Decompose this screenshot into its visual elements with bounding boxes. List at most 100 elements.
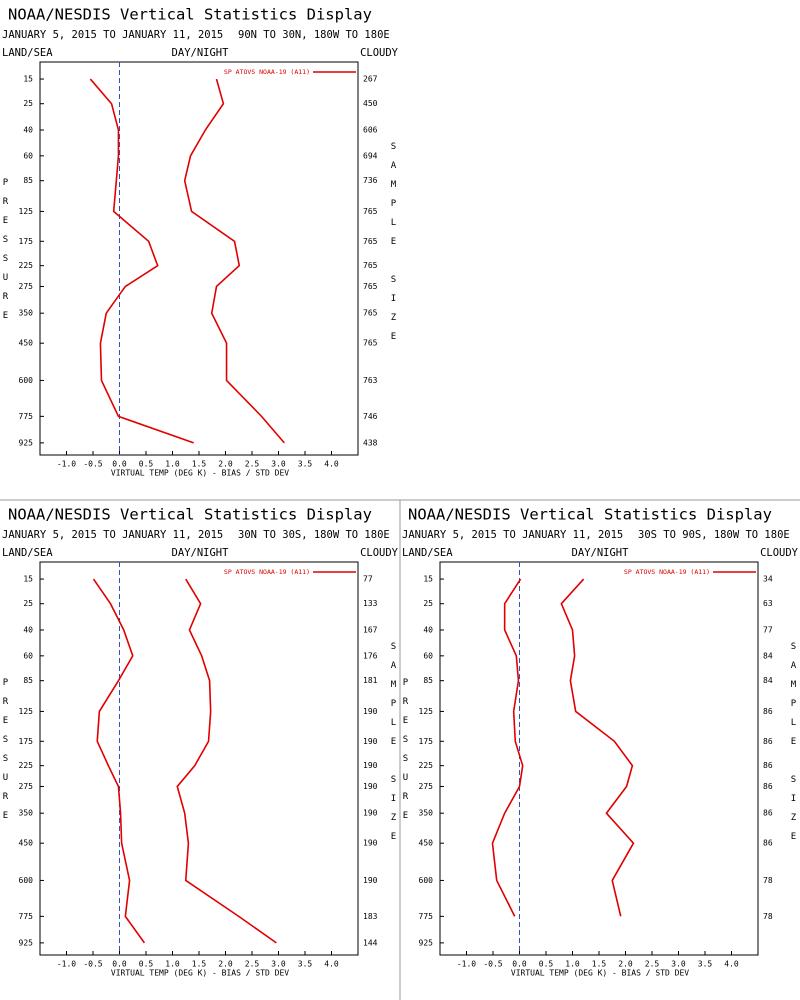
profile-line <box>491 578 524 917</box>
y-tick-label: 275 <box>19 282 34 291</box>
sample-size: 450 <box>363 99 378 108</box>
sample-size: 267 <box>363 75 378 84</box>
x-tick-label: -1.0 <box>57 960 76 969</box>
region: 30S TO 90S, 180W TO 180E <box>638 529 790 541</box>
y-tick-label: 85 <box>23 176 33 185</box>
sample-size: 84 <box>763 651 773 660</box>
sample-size: 765 <box>363 282 378 291</box>
day-night: DAY/NIGHT <box>572 547 630 559</box>
y-tick-label: 225 <box>19 261 34 270</box>
date-range: JANUARY 5, 2015 TO JANUARY 11, 2015 <box>2 29 223 41</box>
date-range: JANUARY 5, 2015 TO JANUARY 11, 2015 <box>402 529 623 541</box>
sample-size: 86 <box>763 809 773 818</box>
x-tick-label: 0.5 <box>539 960 554 969</box>
y-tick-label: 450 <box>419 839 434 848</box>
y-tick-label: 350 <box>19 309 34 318</box>
sample-size: 746 <box>363 412 378 421</box>
y-tick-label: 350 <box>419 809 434 818</box>
sample-size: 86 <box>763 707 773 716</box>
sample-size: 190 <box>363 782 378 791</box>
x-tick-label: 0.0 <box>112 960 127 969</box>
x-tick-label: 3.0 <box>271 460 286 469</box>
y-tick-label: 175 <box>19 237 34 246</box>
y-tick-label: 450 <box>19 839 34 848</box>
cloudy: CLOUDY <box>760 547 799 559</box>
y-tick-label: 15 <box>23 75 33 84</box>
sample-size: 77 <box>363 575 373 584</box>
legend-label: SP ATOVS NOAA-19 (A11) <box>224 68 310 76</box>
sample-size: 78 <box>763 912 773 921</box>
y-tick-label: 40 <box>23 125 33 134</box>
sample-size: 190 <box>363 707 378 716</box>
y-tick-label: 275 <box>19 782 34 791</box>
y-tick-label: 25 <box>23 599 33 608</box>
sample-size: 86 <box>763 782 773 791</box>
y-tick-label: 175 <box>419 737 434 746</box>
y-tick-label: 85 <box>423 676 433 685</box>
sample-size: 34 <box>763 575 773 584</box>
x-tick-label: -1.0 <box>457 960 476 969</box>
y-axis-label: PRESSURE <box>1 678 11 830</box>
sample-size: 86 <box>763 737 773 746</box>
sample-size: 133 <box>363 599 378 608</box>
y-tick-label: 225 <box>19 761 34 770</box>
y-tick-label: 60 <box>23 651 33 660</box>
x-tick-label: 2.0 <box>218 460 233 469</box>
y2-axis-label: SAMPLE SIZE <box>389 142 399 351</box>
panel-title: NOAA/NESDIS Vertical Statistics Display <box>8 506 372 524</box>
sample-size: 86 <box>763 761 773 770</box>
x-tick-label: 0.0 <box>112 460 127 469</box>
plot-frame <box>39 61 359 456</box>
x-tick-label: 3.5 <box>298 460 313 469</box>
x-tick-label: 2.0 <box>618 960 633 969</box>
legend-label: SP ATOVS NOAA-19 (A11) <box>624 568 710 576</box>
y-tick-label: 125 <box>19 707 34 716</box>
y-tick-label: 85 <box>23 676 33 685</box>
cloudy: CLOUDY <box>360 547 399 559</box>
y-tick-label: 450 <box>19 339 34 348</box>
sample-size: 765 <box>363 339 378 348</box>
x-tick-label: 0.5 <box>139 960 154 969</box>
x-tick-label: 4.0 <box>724 960 739 969</box>
region: 90N TO 30N, 180W TO 180E <box>238 29 390 41</box>
sample-size: 765 <box>363 309 378 318</box>
y-tick-label: 60 <box>423 651 433 660</box>
y-tick-label: 350 <box>19 809 34 818</box>
land-sea: LAND/SEA <box>2 547 53 559</box>
y-tick-label: 40 <box>423 625 433 634</box>
profile-line <box>560 578 635 917</box>
y-axis-label: PRESSURE <box>1 178 11 330</box>
x-tick-label: 2.5 <box>645 960 660 969</box>
sample-size: 181 <box>363 676 378 685</box>
y-tick-label: 925 <box>19 938 34 947</box>
land-sea: LAND/SEA <box>2 47 53 59</box>
y-tick-label: 775 <box>19 912 34 921</box>
y-tick-label: 775 <box>19 412 34 421</box>
sample-size: 78 <box>763 876 773 885</box>
y-tick-label: 15 <box>423 575 433 584</box>
x-tick-label: -0.5 <box>83 460 102 469</box>
x-tick-label: -0.5 <box>83 960 102 969</box>
sample-size: 736 <box>363 176 378 185</box>
plot-frame <box>439 561 759 956</box>
sample-size: 765 <box>363 261 378 270</box>
sample-size: 190 <box>363 809 378 818</box>
y-tick-label: 15 <box>23 575 33 584</box>
date-range: JANUARY 5, 2015 TO JANUARY 11, 2015 <box>2 529 223 541</box>
profile-line <box>183 78 285 444</box>
y-tick-label: 600 <box>19 876 34 885</box>
y2-axis-label: SAMPLE SIZE <box>389 642 399 851</box>
x-tick-label: 1.5 <box>592 960 607 969</box>
x-tick-label: -1.0 <box>57 460 76 469</box>
y-axis-label: PRESSURE <box>401 678 411 830</box>
x-axis-label: VIRTUAL TEMP (DEG K) - BIAS / STD DEV <box>511 969 689 978</box>
y2-axis-label: SAMPLE SIZE <box>789 642 799 851</box>
day-night: DAY/NIGHT <box>172 47 230 59</box>
profile-line <box>92 578 146 944</box>
x-tick-label: 3.0 <box>271 960 286 969</box>
x-tick-label: 1.0 <box>565 960 580 969</box>
land-sea: LAND/SEA <box>402 547 453 559</box>
region: 30N TO 30S, 180W TO 180E <box>238 529 390 541</box>
sample-size: 190 <box>363 876 378 885</box>
